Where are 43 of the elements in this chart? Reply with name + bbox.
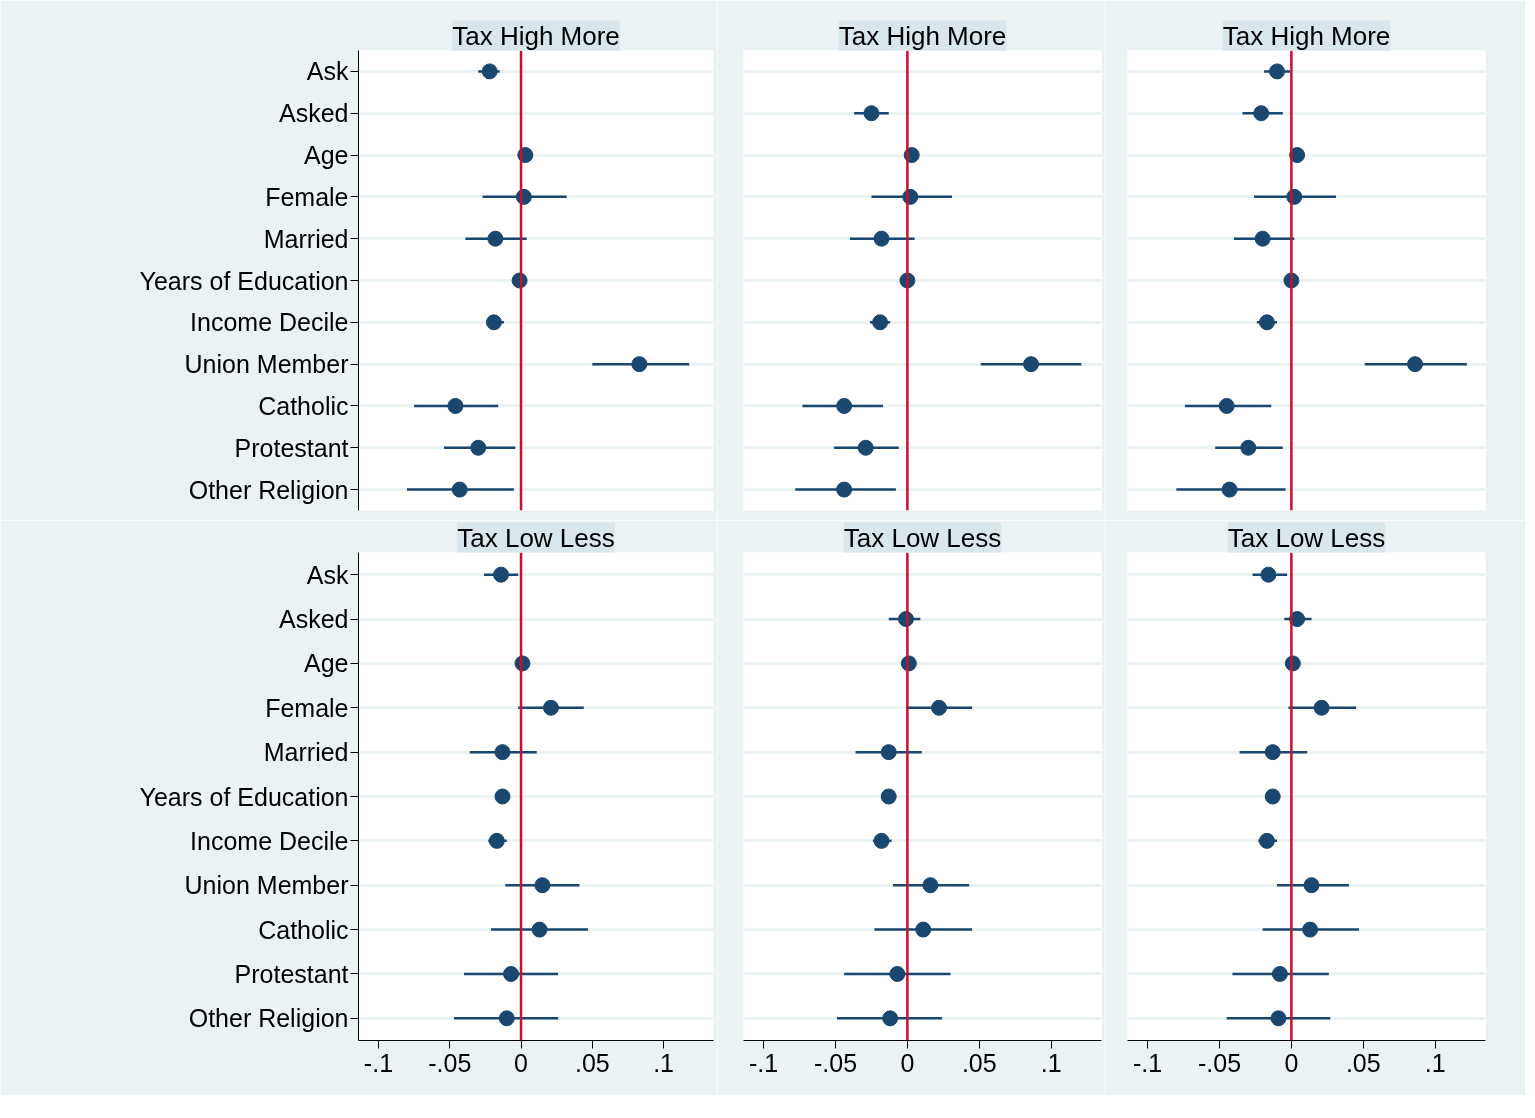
y-tick-label: Asked	[279, 99, 349, 128]
y-tick-label: Other Religion	[188, 1004, 349, 1033]
y-tick-label: Catholic	[258, 391, 349, 420]
y-tick-label: Protestant	[234, 433, 349, 462]
y-tick-label: Years of Education	[139, 782, 349, 811]
x-tick-label: 0	[1284, 1048, 1299, 1077]
x-tick-label: .05	[574, 1048, 610, 1077]
chart-title: Tax High More	[1222, 20, 1391, 51]
chart-title: Tax High More	[452, 20, 620, 51]
x-tick-label: .05	[961, 1048, 997, 1077]
x-tick-label: -.1	[1133, 1048, 1163, 1077]
y-tick-label: Years of Education	[139, 266, 349, 295]
chart-title: Tax High More	[838, 20, 1007, 51]
x-tick-label: .05	[1345, 1048, 1381, 1077]
chart-title: Tax Low Less	[1227, 522, 1386, 553]
y-tick-label: Other Religion	[188, 475, 349, 504]
y-tick-label: Age	[304, 649, 349, 678]
y-tick-label: Female	[265, 693, 349, 722]
x-tick-label: .1	[653, 1048, 675, 1077]
y-tick-label: Married	[263, 738, 349, 767]
y-tick-label: Married	[263, 224, 349, 253]
x-tick-label: .1	[1040, 1048, 1062, 1077]
x-tick-label: -.05	[428, 1048, 472, 1077]
y-tick-label: Asked	[279, 605, 349, 634]
x-tick-label: -.1	[363, 1048, 394, 1077]
y-tick-label: Ask	[306, 560, 349, 589]
y-tick-label: Catholic	[258, 915, 349, 944]
y-tick-label: Female	[265, 182, 349, 211]
y-tick-label: Income Decile	[190, 308, 349, 337]
x-tick-label: 0	[514, 1048, 528, 1077]
chart-title: Tax Low Less	[843, 522, 1002, 553]
x-tick-label: -.05	[1197, 1048, 1242, 1077]
x-tick-label: .1	[1424, 1048, 1446, 1077]
y-tick-label: Income Decile	[190, 826, 349, 855]
y-tick-label: Union Member	[184, 871, 349, 900]
y-tick-label: Protestant	[234, 959, 349, 988]
chart-title: Tax Low Less	[457, 522, 615, 553]
x-tick-label: -.05	[813, 1048, 858, 1077]
y-tick-label: Age	[304, 141, 349, 170]
x-tick-label: 0	[900, 1048, 915, 1077]
x-tick-label: -.1	[749, 1048, 779, 1077]
y-tick-label: Union Member	[184, 350, 349, 379]
y-tick-label: Ask	[306, 57, 349, 86]
